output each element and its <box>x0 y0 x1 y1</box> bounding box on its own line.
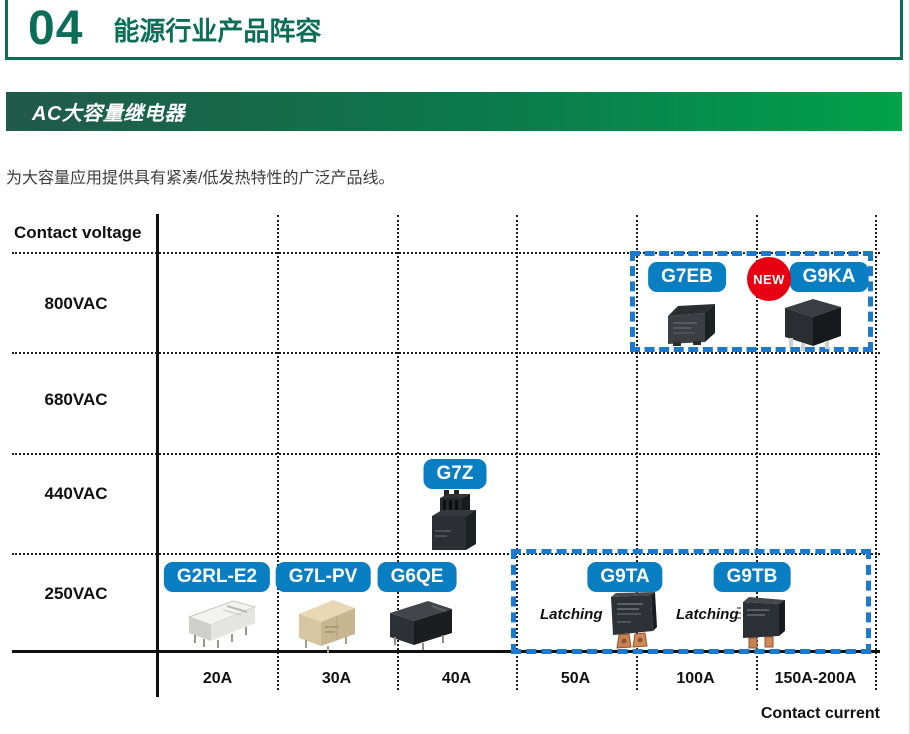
x-axis-label-20a: 20A <box>202 670 233 687</box>
y-axis-label-250vac: 250VAC <box>44 584 108 603</box>
x-axis-label-150a-200a: 150A-200A <box>774 670 857 687</box>
new-badge: NEW <box>747 257 791 301</box>
product-label-g2rl-e2: G2RL-E2 <box>163 562 271 592</box>
grid-vline-50-100 <box>636 215 638 690</box>
product-label-g9ka: G9KA <box>789 262 869 292</box>
g9tb-product-image <box>737 597 785 649</box>
x-axis-label-30a: 30A <box>321 670 352 687</box>
description-text: 为大容量应用提供具有紧凑/低发热特性的广泛产品线。 <box>6 170 395 187</box>
y-axis-label-680vac: 680VAC <box>44 390 108 409</box>
category-banner: AC大容量继电器 <box>6 92 902 131</box>
product-label-g9ta: G9TA <box>587 562 663 592</box>
y-axis-label-440vac: 440VAC <box>44 484 108 503</box>
section-number: 04 <box>28 1 84 55</box>
x-axis-label-100a: 100A <box>676 670 715 687</box>
product-label-g7l-pv: G7L-PV <box>275 562 371 592</box>
grid-vline-100-150 <box>756 215 758 690</box>
x-axis-label-40a: 40A <box>441 670 472 687</box>
grid-vline-20-30 <box>277 215 279 690</box>
product-label-g9tb: G9TB <box>713 562 791 592</box>
grid-vline-right <box>875 215 877 690</box>
product-label-g7eb: G7EB <box>648 262 726 292</box>
grid-hline-top <box>12 252 880 254</box>
g7l-pv-product-image <box>299 600 355 653</box>
section-title: 能源行业产品阵容 <box>113 16 322 46</box>
grid-hline-440-250 <box>12 553 880 555</box>
highlight-box-800vac <box>630 251 873 352</box>
latching-label-g9tb: Latching <box>676 606 739 623</box>
g9ka-product-image <box>785 299 841 351</box>
g6qe-product-image <box>390 601 452 650</box>
x-axis-label-50a: 50A <box>560 670 591 687</box>
x-axis-line <box>12 650 880 653</box>
highlight-box-250vac <box>511 549 871 654</box>
x-axis-title: Contact current <box>760 705 880 722</box>
product-label-g6qe: G6QE <box>377 562 457 592</box>
latching-label-g9ta: Latching <box>540 606 603 623</box>
g7eb-product-image <box>668 304 715 346</box>
product-label-g7z: G7Z <box>423 459 487 489</box>
y-axis-line <box>156 214 159 697</box>
g7z-product-image <box>432 490 476 550</box>
grid-vline-30-40 <box>397 215 399 690</box>
y-axis-label-800vac: 800VAC <box>44 294 108 313</box>
section-header: 04 能源行业产品阵容 <box>5 0 903 60</box>
grid-hline-800-680 <box>12 352 880 354</box>
grid-vline-40-50 <box>516 215 518 690</box>
g2rl-e2-product-image <box>187 600 257 648</box>
g9ta-product-image <box>611 592 657 649</box>
grid-hline-680-440 <box>12 453 880 455</box>
y-axis-title: Contact voltage <box>14 223 142 242</box>
category-banner-title: AC大容量继电器 <box>32 103 185 125</box>
